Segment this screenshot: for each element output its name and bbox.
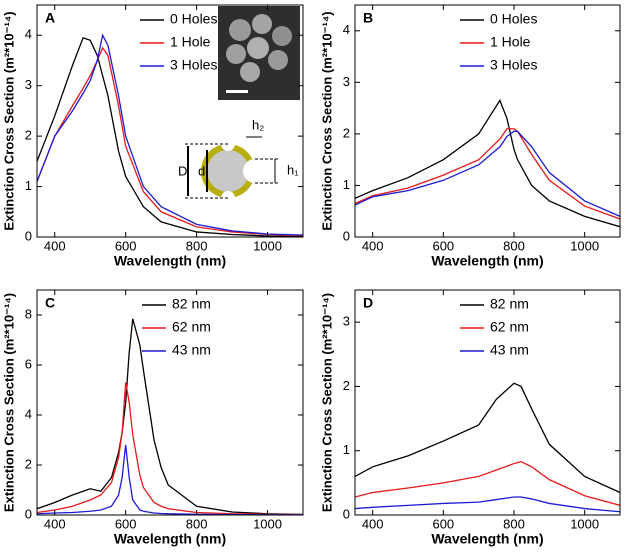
sem-inset [218,6,300,100]
x-tick-label: 800 [503,238,525,253]
series-line [37,46,303,237]
x-tick-label: 600 [115,516,137,531]
legend-label: 0 Holes [490,11,537,27]
x-tick-label: 600 [432,238,454,253]
series-line [37,33,303,236]
series-line [37,36,303,237]
series-line [37,318,303,515]
y-tick-label: 2 [343,378,350,393]
y-tick-label: 0 [25,506,32,521]
annotation: d [198,163,205,178]
plot-frame [36,289,304,516]
plot-frame [354,289,621,516]
annotation: D [178,163,187,178]
y-axis-label: Extinction Cross Section (m²*10⁻¹⁴) [1,11,16,230]
legend-label: 62 nm [490,319,529,335]
panel-label: D [363,295,373,311]
x-tick-label: 800 [503,516,525,531]
y-tick-label: 4 [25,406,32,421]
x-tick-label: 600 [115,238,137,253]
x-tick-label: 1000 [253,516,282,531]
series-line [355,460,620,506]
x-tick-label: 600 [432,516,454,531]
x-tick-label: 1000 [253,238,282,253]
x-axis-label: Wavelength (nm) [114,253,226,269]
panel-label: B [363,10,373,26]
annotation: h₂ [252,117,264,132]
series-line [355,128,620,220]
series-line [355,382,620,494]
legend-label: 3 Holes [490,57,537,73]
y-tick-label: 4 [25,27,32,42]
y-tick-label: 0 [343,228,350,243]
y-tick-label: 6 [25,356,32,371]
y-tick-label: 0 [343,506,350,521]
x-tick-label: 1000 [570,516,599,531]
legend-label: 82 nm [490,296,529,312]
series-line [355,496,620,513]
y-axis-label: Extinction Cross Section (m²*10⁻¹⁴) [1,293,16,512]
y-tick-label: 2 [343,125,350,140]
plot-frame [36,4,304,238]
x-tick-label: 1000 [570,238,599,253]
legend-label: 43 nm [172,342,211,358]
x-tick-label: 800 [186,238,208,253]
y-tick-label: 0 [25,228,32,243]
legend-label: 82 nm [172,296,211,312]
legend-label: 43 nm [490,342,529,358]
y-axis-label: Extinction Cross Section (m²*10⁻¹⁴) [319,293,334,512]
panel-label: A [45,10,55,26]
series-line [37,382,303,515]
x-axis-label: Wavelength (nm) [114,531,226,547]
y-tick-label: 3 [25,77,32,92]
x-tick-label: 400 [44,238,66,253]
y-tick-label: 2 [25,128,32,143]
series-line [37,444,303,515]
y-axis-label: Extinction Cross Section (m²*10⁻¹⁴) [319,11,334,230]
legend-label: 62 nm [172,319,211,335]
y-tick-label: 2 [25,456,32,471]
series-line [355,98,620,228]
annotation: h₁ [287,162,299,177]
x-tick-label: 400 [362,238,384,253]
y-tick-label: 3 [343,314,350,329]
y-tick-label: 1 [343,177,350,192]
x-axis-label: Wavelength (nm) [431,253,543,269]
x-tick-label: 800 [186,516,208,531]
legend-label: 1 Hole [490,34,531,50]
legend-label: 0 Holes [170,11,217,27]
legend-label: 3 Holes [170,57,217,73]
y-tick-label: 8 [25,306,32,321]
y-tick-label: 1 [343,442,350,457]
y-tick-label: 3 [343,74,350,89]
x-tick-label: 400 [362,516,384,531]
x-axis-label: Wavelength (nm) [431,531,543,547]
panel-label: C [45,295,55,311]
series-line [355,130,620,217]
geometry-diagram [185,136,280,205]
legend-label: 1 Hole [170,34,211,50]
y-tick-label: 1 [25,178,32,193]
x-tick-label: 400 [44,516,66,531]
y-tick-label: 4 [343,22,350,37]
plot-frame [354,4,621,238]
